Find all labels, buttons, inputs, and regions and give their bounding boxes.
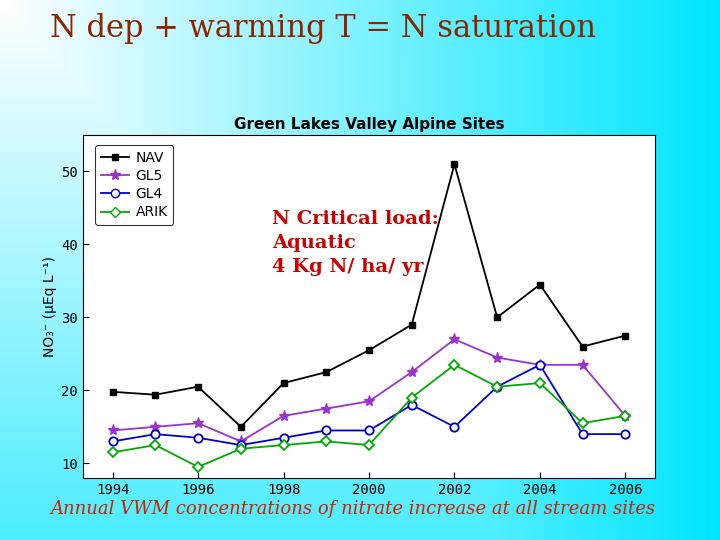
Y-axis label: NO₃⁻ (μEq L⁻¹): NO₃⁻ (μEq L⁻¹) (43, 256, 57, 357)
Text: N dep + warming T = N saturation: N dep + warming T = N saturation (50, 14, 597, 44)
Text: N Critical load:
Aquatic
4 Kg N/ ha/ yr: N Critical load: Aquatic 4 Kg N/ ha/ yr (271, 211, 438, 275)
Title: Green Lakes Valley Alpine Sites: Green Lakes Valley Alpine Sites (234, 117, 504, 132)
Legend: NAV, GL5, GL4, ARIK: NAV, GL5, GL4, ARIK (96, 145, 174, 225)
Text: Annual VWM concentrations of nitrate increase at all stream sites: Annual VWM concentrations of nitrate inc… (50, 501, 655, 518)
